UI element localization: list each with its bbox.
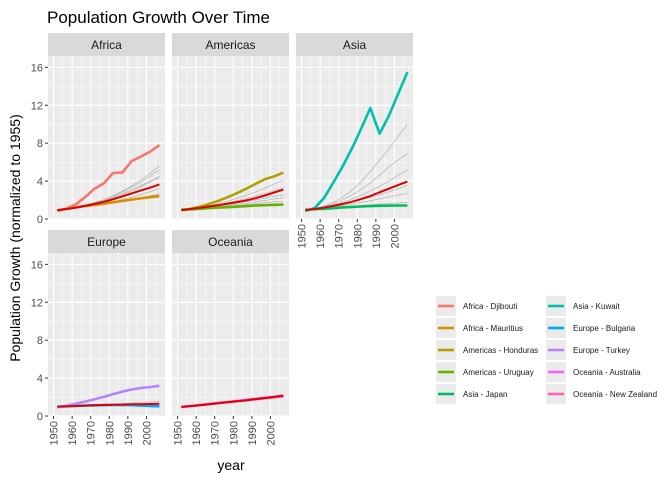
series-line-asia-japan xyxy=(305,204,408,212)
facet-americas: Americas xyxy=(172,33,289,220)
x-tick-label: 1970 xyxy=(210,421,222,445)
x-tick-label: 1960 xyxy=(191,421,203,445)
y-tick-label: 4 xyxy=(37,373,43,385)
legend-label: Oceania - New Zealand xyxy=(573,390,657,399)
y-tick-label: 16 xyxy=(31,259,43,271)
legend-label: Europe - Bulgaria xyxy=(573,324,636,333)
legend-item-africa-djibouti: Africa - Djibouti xyxy=(436,296,517,316)
x-tick-label: 1960 xyxy=(67,421,79,445)
legend-label: Americas - Uruguay xyxy=(463,368,534,377)
legend-label: Americas - Honduras xyxy=(463,346,538,355)
x-tick-label: 1990 xyxy=(123,421,135,445)
y-tick-label: 4 xyxy=(37,176,43,188)
y-axis-title: Population Growth (normalized to 1955) xyxy=(7,114,23,361)
legend-item-oceania-new-zealand: Oceania - New Zealand xyxy=(546,384,657,404)
median-line xyxy=(181,188,284,212)
background-country-line xyxy=(305,124,408,211)
gridlines xyxy=(48,253,165,417)
median-line xyxy=(57,402,160,408)
median-line xyxy=(181,394,284,408)
chart-title: Population Growth Over Time xyxy=(47,8,270,27)
y-tick-label: 12 xyxy=(31,100,43,112)
facet-panels: Africa Americas Asia Europe Oceania xyxy=(48,33,413,417)
panel-background xyxy=(172,56,289,219)
facet-strip-label: Africa xyxy=(91,38,122,52)
facet-strip-label: Asia xyxy=(343,38,367,52)
x-axis-oceania: 1950 1960 1970 1980 1990 2000 xyxy=(173,416,277,445)
x-tick-label: 1990 xyxy=(247,421,259,445)
gridlines xyxy=(172,253,289,417)
legend-item-africa-mauritius: Africa - Mauritius xyxy=(436,318,523,338)
series-lines xyxy=(181,171,284,212)
legend-label: Oceania - Australia xyxy=(573,368,641,377)
x-tick-label: 2000 xyxy=(265,421,277,445)
x-tick-label: 1980 xyxy=(104,421,116,445)
panel-background xyxy=(48,253,165,416)
panel-background xyxy=(296,56,413,219)
facet-strip xyxy=(48,33,165,56)
median-line xyxy=(57,183,160,212)
gridlines xyxy=(296,56,413,220)
legend-item-americas-honduras: Americas - Honduras xyxy=(436,340,538,360)
y-tick-label: 0 xyxy=(37,411,43,423)
y-axis-africa: 0 4 8 12 16 xyxy=(31,62,48,226)
facet-asia: Asia xyxy=(296,33,413,220)
x-tick-label: 1950 xyxy=(297,224,309,248)
facet-strip xyxy=(172,230,289,253)
median-line xyxy=(305,180,408,212)
series-lines xyxy=(57,384,160,409)
y-tick-label: 12 xyxy=(31,297,43,309)
x-tick-label: 1960 xyxy=(315,224,327,248)
y-tick-label: 8 xyxy=(37,335,43,347)
x-tick-label: 2000 xyxy=(389,224,401,248)
x-axis-europe: 1950 1960 1970 1980 1990 2000 xyxy=(49,416,153,445)
series-lines xyxy=(181,394,284,409)
x-tick-label: 1950 xyxy=(173,421,185,445)
facet-europe: Europe xyxy=(48,230,165,417)
y-tick-label: 8 xyxy=(37,138,43,150)
x-axis-asia: 1950 1960 1970 1980 1990 2000 xyxy=(297,219,401,248)
series-line-africa-djibouti xyxy=(56,144,161,213)
facet-oceania: Oceania xyxy=(172,230,289,417)
y-tick-label: 16 xyxy=(31,62,43,74)
facet-strip xyxy=(172,33,289,56)
legend-item-asia-kuwait: Asia - Kuwait xyxy=(546,296,620,316)
x-tick-label: 1980 xyxy=(228,421,240,445)
legend-label: Africa - Djibouti xyxy=(463,302,517,311)
x-tick-label: 1990 xyxy=(371,224,383,248)
facet-strip-label: Oceania xyxy=(208,235,253,249)
gridlines xyxy=(172,56,289,220)
x-tick-label: 2000 xyxy=(141,421,153,445)
panel-background xyxy=(48,56,165,219)
facet-strip xyxy=(48,230,165,253)
facet-strip-label: Europe xyxy=(87,235,126,249)
facet-strip-label: Americas xyxy=(205,38,255,52)
y-axis-europe: 0 4 8 12 16 xyxy=(31,259,48,423)
x-axis-title: year xyxy=(217,457,245,473)
series-line-asia-kuwait xyxy=(304,71,409,213)
legend-item-americas-uruguay: Americas - Uruguay xyxy=(436,362,534,382)
legend-label: Africa - Mauritius xyxy=(463,324,523,333)
series-lines xyxy=(56,144,161,213)
facet-africa: Africa xyxy=(48,33,165,220)
y-tick-label: 0 xyxy=(37,214,43,226)
series-line-europe-turkey xyxy=(57,384,160,409)
legend-item-asia-japan: Asia - Japan xyxy=(436,384,507,404)
legend-item-oceania-australia: Oceania - Australia xyxy=(546,362,641,382)
x-tick-label: 1980 xyxy=(352,224,364,248)
x-tick-label: 1970 xyxy=(334,224,346,248)
legend: Africa - Djibouti Africa - Mauritius Ameri… xyxy=(432,290,668,412)
x-tick-label: 1950 xyxy=(49,421,61,445)
legend-item-europe-bulgaria: Europe - Bulgaria xyxy=(546,318,636,338)
legend-label: Europe - Turkey xyxy=(573,346,630,355)
axes: 0 4 8 12 16 1950 1960 1970 1980 1990 2000 0 4 8 12 16 19… xyxy=(31,62,402,445)
facet-strip xyxy=(296,33,413,56)
legend-label: Asia - Kuwait xyxy=(573,302,620,311)
panel-background xyxy=(172,253,289,416)
x-tick-label: 1970 xyxy=(86,421,98,445)
legend-label: Asia - Japan xyxy=(463,390,507,399)
legend-item-europe-turkey: Europe - Turkey xyxy=(546,340,630,360)
series-lines xyxy=(304,71,409,213)
